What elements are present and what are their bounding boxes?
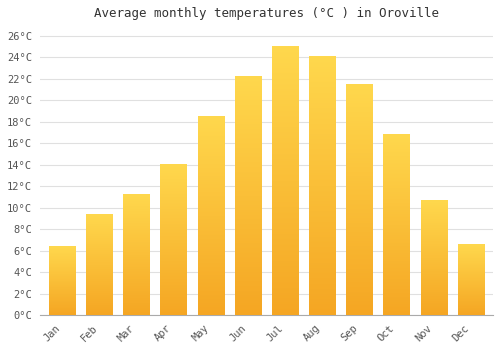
Bar: [123, 195, 149, 315]
Bar: [86, 214, 112, 315]
Bar: [420, 200, 446, 315]
Bar: [198, 117, 224, 315]
Bar: [160, 165, 186, 315]
Bar: [384, 135, 409, 315]
Bar: [309, 56, 335, 315]
Bar: [234, 77, 260, 315]
Bar: [346, 84, 372, 315]
Bar: [272, 47, 298, 315]
Bar: [49, 246, 75, 315]
Title: Average monthly temperatures (°C ) in Oroville: Average monthly temperatures (°C ) in Or…: [94, 7, 439, 20]
Bar: [458, 244, 484, 315]
